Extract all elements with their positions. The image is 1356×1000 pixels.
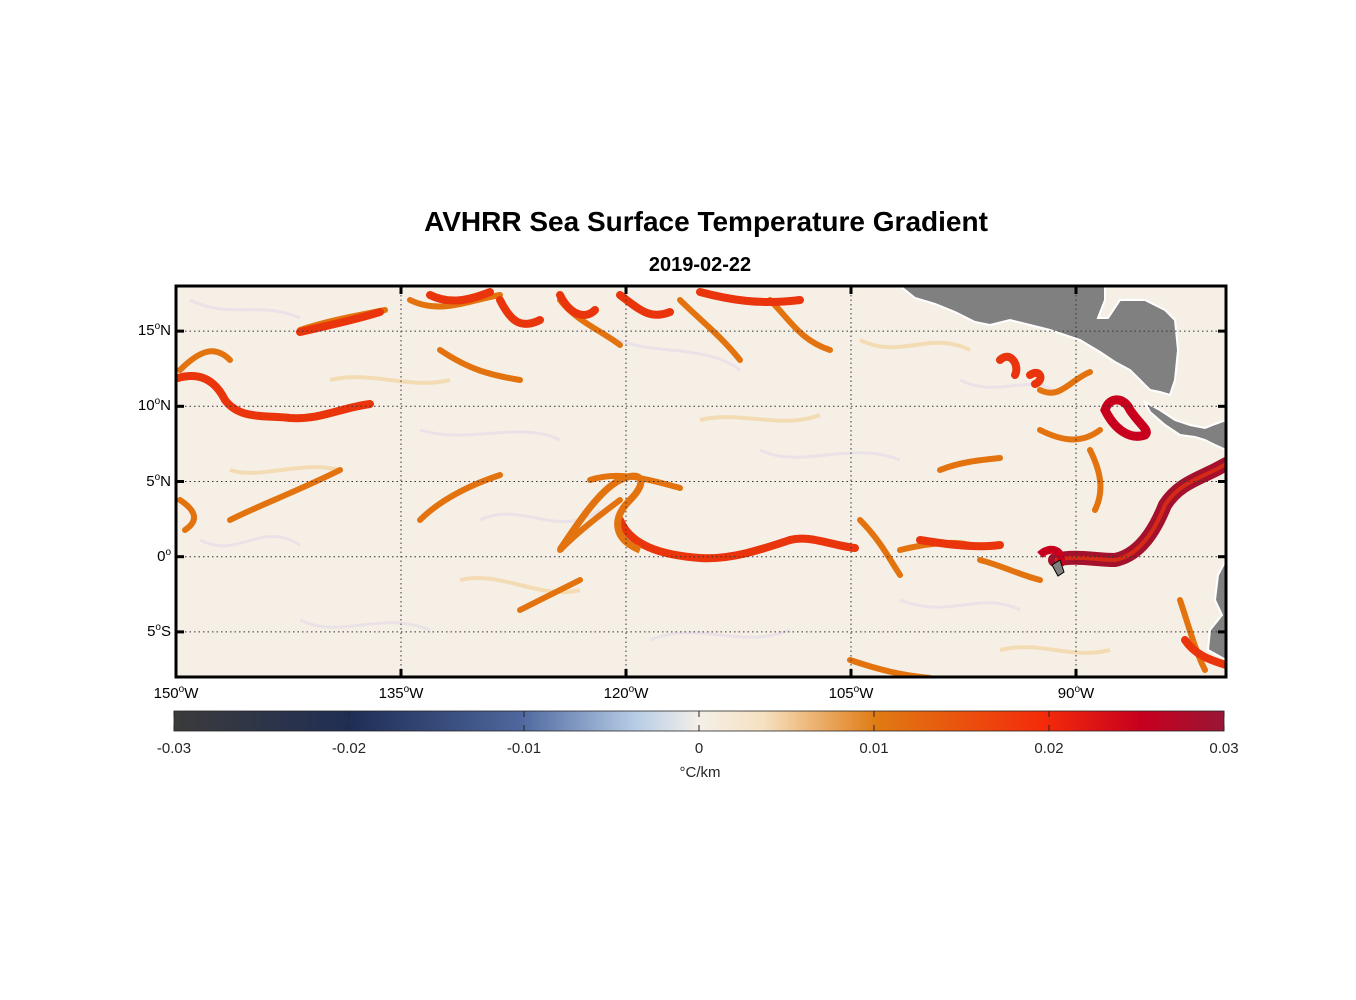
lat-label: 10oN (137, 396, 171, 415)
lat-label: 5oN (146, 471, 171, 490)
chart-title: AVHRR Sea Surface Temperature Gradient (424, 206, 988, 237)
colorbar-tick-label: -0.01 (506, 740, 542, 757)
colorbar-tick-label: 0.01 (859, 740, 889, 757)
chart-subtitle: 2019-02-22 (648, 254, 752, 276)
panama-land (1142, 399, 1226, 452)
lon-label: 120oW (603, 684, 649, 702)
colorbar-tick-label: -0.02 (331, 740, 367, 757)
strong-fronts (176, 288, 1226, 669)
lat-label: 5oS (147, 621, 171, 640)
lon-label: 90oW (1057, 684, 1095, 702)
galapagos-land (1051, 559, 1065, 577)
colorbar-tick-label: 0.02 (1034, 740, 1064, 757)
intense-front-east-edge (1054, 461, 1226, 563)
ocean-background (176, 286, 1226, 677)
light-fronts (229, 338, 1111, 655)
colorbar-tick-label: -0.03 (156, 740, 192, 757)
lat-label: 0o (157, 546, 171, 565)
central-america-land (898, 286, 1180, 397)
colorbar-unit: °C/km (679, 764, 721, 781)
colorbar-tick-label: 0 (694, 740, 704, 757)
gradient-field (176, 286, 1226, 677)
colorbar-ticks (173, 711, 1225, 731)
frame-ticks (174, 286, 1226, 677)
colorbar-tick-label: 0.03 (1209, 740, 1239, 757)
lon-label: 150oW (153, 684, 199, 702)
lon-label: 135oW (378, 684, 424, 702)
south-america-land (1206, 559, 1226, 662)
costa-rica-dome-front (1100, 395, 1151, 441)
lat-label: 15oN (137, 321, 171, 340)
equatorial-front (557, 472, 645, 554)
lon-label: 105oW (828, 684, 874, 702)
